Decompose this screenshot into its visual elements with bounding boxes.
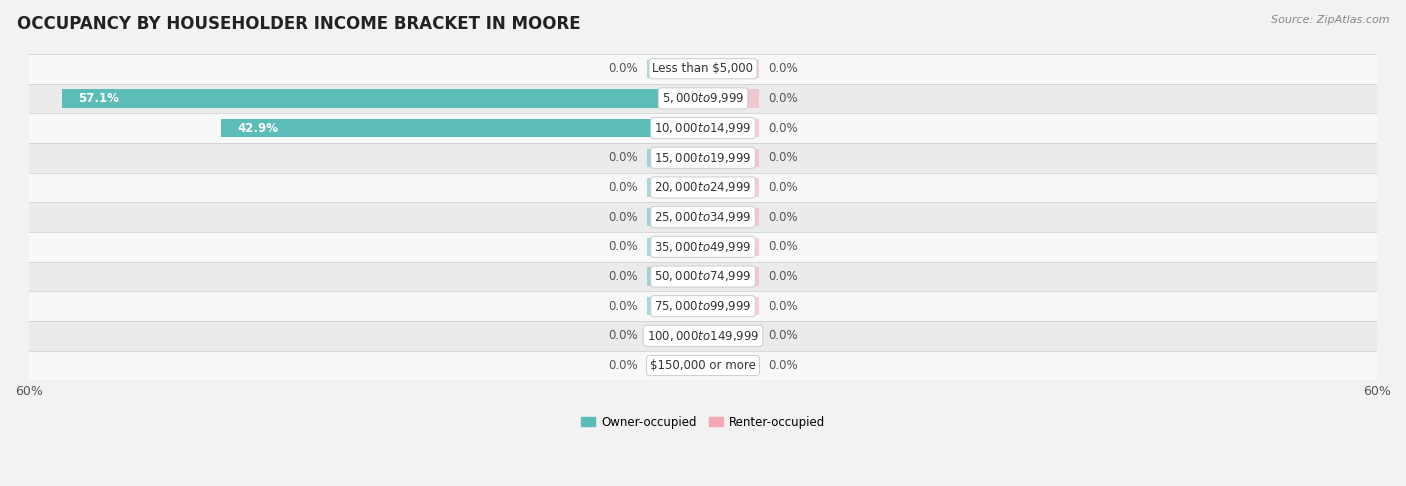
Bar	[30, 202, 1376, 232]
Bar	[647, 149, 703, 167]
Text: 42.9%: 42.9%	[238, 122, 278, 135]
Text: 0.0%: 0.0%	[768, 240, 797, 253]
Bar	[703, 208, 759, 226]
Bar	[647, 208, 703, 226]
Text: 0.0%: 0.0%	[768, 62, 797, 75]
Text: 0.0%: 0.0%	[768, 151, 797, 164]
Text: $5,000 to $9,999: $5,000 to $9,999	[662, 91, 744, 105]
Bar	[703, 59, 759, 78]
Bar	[703, 327, 759, 345]
Text: $35,000 to $49,999: $35,000 to $49,999	[654, 240, 752, 254]
Bar	[703, 356, 759, 375]
Bar	[703, 267, 759, 286]
Text: 0.0%: 0.0%	[768, 359, 797, 372]
Bar	[703, 297, 759, 315]
Text: 0.0%: 0.0%	[768, 92, 797, 105]
Text: $10,000 to $14,999: $10,000 to $14,999	[654, 121, 752, 135]
Bar	[703, 238, 759, 256]
Text: 0.0%: 0.0%	[609, 62, 638, 75]
Text: 0.0%: 0.0%	[609, 270, 638, 283]
Bar	[647, 356, 703, 375]
Text: 0.0%: 0.0%	[609, 240, 638, 253]
Bar	[30, 232, 1376, 261]
Text: Source: ZipAtlas.com: Source: ZipAtlas.com	[1271, 15, 1389, 25]
Bar	[221, 119, 703, 137]
Bar	[703, 119, 759, 137]
Text: $150,000 or more: $150,000 or more	[650, 359, 756, 372]
Bar	[647, 327, 703, 345]
Text: 0.0%: 0.0%	[609, 330, 638, 342]
Text: $15,000 to $19,999: $15,000 to $19,999	[654, 151, 752, 165]
Legend: Owner-occupied, Renter-occupied: Owner-occupied, Renter-occupied	[576, 411, 830, 433]
Text: $25,000 to $34,999: $25,000 to $34,999	[654, 210, 752, 224]
Text: 0.0%: 0.0%	[768, 330, 797, 342]
Bar	[30, 113, 1376, 143]
Bar	[30, 291, 1376, 321]
Text: $20,000 to $24,999: $20,000 to $24,999	[654, 180, 752, 194]
Text: $100,000 to $149,999: $100,000 to $149,999	[647, 329, 759, 343]
Bar	[30, 321, 1376, 351]
Text: $75,000 to $99,999: $75,000 to $99,999	[654, 299, 752, 313]
Bar	[30, 143, 1376, 173]
Bar	[647, 267, 703, 286]
Bar	[703, 89, 759, 107]
Text: OCCUPANCY BY HOUSEHOLDER INCOME BRACKET IN MOORE: OCCUPANCY BY HOUSEHOLDER INCOME BRACKET …	[17, 15, 581, 33]
Bar	[30, 84, 1376, 113]
Bar	[647, 178, 703, 197]
Text: 0.0%: 0.0%	[609, 181, 638, 194]
Text: Less than $5,000: Less than $5,000	[652, 62, 754, 75]
Bar	[703, 149, 759, 167]
Bar	[30, 173, 1376, 202]
Bar	[62, 89, 703, 107]
Text: 0.0%: 0.0%	[609, 300, 638, 312]
Bar	[30, 54, 1376, 84]
Text: 0.0%: 0.0%	[768, 270, 797, 283]
Bar	[647, 59, 703, 78]
Bar	[30, 351, 1376, 381]
Text: 0.0%: 0.0%	[609, 151, 638, 164]
Text: 0.0%: 0.0%	[609, 359, 638, 372]
Bar	[30, 261, 1376, 291]
Text: 0.0%: 0.0%	[768, 300, 797, 312]
Bar	[647, 238, 703, 256]
Text: 0.0%: 0.0%	[768, 210, 797, 224]
Text: $50,000 to $74,999: $50,000 to $74,999	[654, 270, 752, 283]
Bar	[703, 178, 759, 197]
Text: 0.0%: 0.0%	[768, 122, 797, 135]
Text: 0.0%: 0.0%	[768, 181, 797, 194]
Text: 57.1%: 57.1%	[79, 92, 120, 105]
Bar	[647, 297, 703, 315]
Text: 0.0%: 0.0%	[609, 210, 638, 224]
